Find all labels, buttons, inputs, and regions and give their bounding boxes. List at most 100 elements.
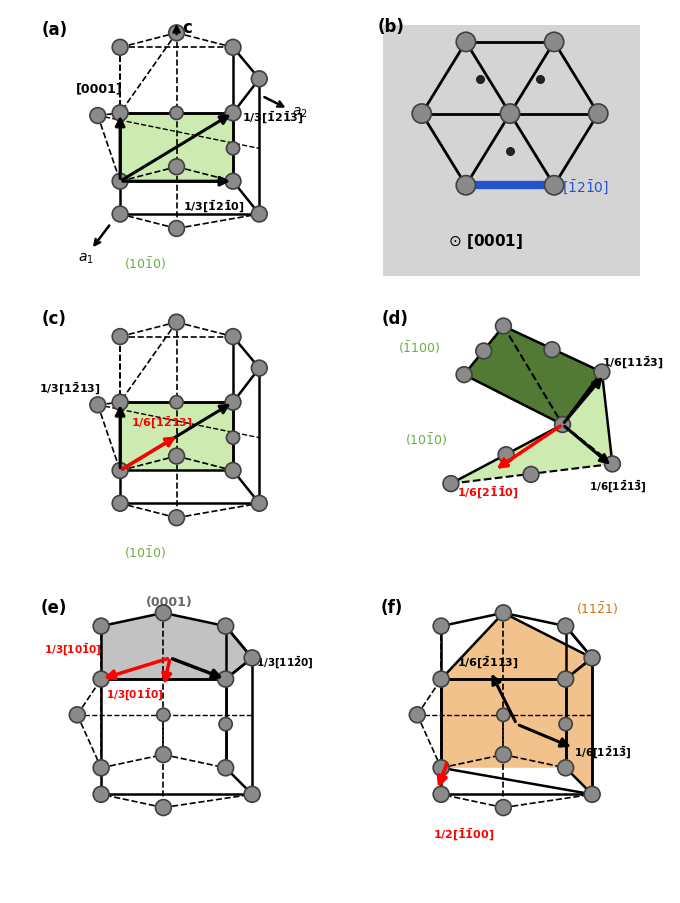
Text: (f): (f): [380, 599, 403, 617]
Circle shape: [156, 605, 171, 621]
Circle shape: [456, 368, 472, 383]
Polygon shape: [120, 114, 233, 182]
Text: $\mathbf{1/3[\bar{1}2\bar{1}3]}$: $\mathbf{1/3[\bar{1}2\bar{1}3]}$: [242, 109, 304, 126]
Text: $\mathbf{1/6[\bar{2}113]}$: $\mathbf{1/6[\bar{2}113]}$: [457, 654, 519, 670]
Circle shape: [156, 747, 171, 763]
Text: $(10\bar{1}0)$: $(10\bar{1}0)$: [405, 432, 447, 448]
Circle shape: [456, 176, 475, 196]
Circle shape: [433, 787, 449, 803]
Circle shape: [443, 476, 459, 492]
Circle shape: [605, 457, 620, 472]
Circle shape: [218, 760, 233, 776]
Circle shape: [226, 432, 239, 445]
Polygon shape: [464, 327, 602, 425]
Polygon shape: [101, 613, 252, 679]
Circle shape: [156, 800, 171, 815]
Text: (0001): (0001): [146, 595, 193, 609]
Text: $\mathbf{1/6[2\bar{1}\bar{1}0]}$: $\mathbf{1/6[2\bar{1}\bar{1}0]}$: [458, 484, 520, 500]
Circle shape: [112, 395, 128, 411]
Circle shape: [93, 787, 109, 803]
Text: $\odot$ [0001]: $\odot$ [0001]: [448, 232, 523, 251]
Text: c: c: [182, 19, 192, 37]
Circle shape: [496, 800, 511, 815]
Circle shape: [496, 319, 511, 335]
Text: $\mathbf{1/6[1\bar{2}1\bar{3}]}$: $\mathbf{1/6[1\bar{2}1\bar{3}]}$: [573, 744, 631, 760]
Text: $\mathbf{1/6[1\bar{2}13]}$: $\mathbf{1/6[1\bar{2}13]}$: [131, 414, 192, 431]
Circle shape: [112, 330, 128, 345]
Circle shape: [112, 41, 128, 56]
Circle shape: [90, 397, 105, 414]
Circle shape: [112, 463, 128, 479]
Circle shape: [544, 342, 560, 358]
Circle shape: [225, 463, 241, 479]
Text: $\mathbf{1/3[10\bar{1}0]}$: $\mathbf{1/3[10\bar{1}0]}$: [44, 641, 102, 657]
Circle shape: [169, 315, 184, 330]
Circle shape: [225, 395, 241, 411]
Circle shape: [498, 447, 514, 463]
Circle shape: [169, 510, 184, 526]
Circle shape: [523, 467, 539, 483]
Circle shape: [112, 106, 128, 122]
Text: $(\bar{1}100)$: $(\bar{1}100)$: [398, 340, 441, 356]
Circle shape: [169, 449, 184, 464]
Text: $\mathbf{1/6[1\bar{2}1\bar{3}]}$: $\mathbf{1/6[1\bar{2}1\bar{3}]}$: [589, 479, 647, 495]
Circle shape: [93, 672, 109, 687]
Circle shape: [226, 143, 239, 155]
Text: (c): (c): [41, 310, 66, 328]
Text: $(10\bar{1}0)$: $(10\bar{1}0)$: [124, 255, 167, 272]
Circle shape: [412, 105, 431, 124]
Circle shape: [112, 207, 128, 223]
Circle shape: [433, 619, 449, 634]
Text: $a_1$: $a_1$: [78, 251, 94, 265]
Text: $(11\bar{2}1)$: $(11\bar{2}1)$: [576, 600, 619, 616]
Circle shape: [496, 605, 511, 621]
Text: $\mathbf{1/6[11\bar{2}3]}$: $\mathbf{1/6[11\bar{2}3]}$: [602, 354, 664, 370]
Circle shape: [584, 787, 600, 803]
Text: $[\bar{1}2\bar{1}0]$: $[\bar{1}2\bar{1}0]$: [562, 179, 609, 197]
Circle shape: [170, 396, 183, 409]
Text: (b): (b): [377, 18, 405, 36]
Text: $(10\bar{1}0)$: $(10\bar{1}0)$: [124, 544, 167, 561]
Text: (d): (d): [381, 310, 408, 328]
Text: $\mathbf{1/3[1\bar{2}13]}$: $\mathbf{1/3[1\bar{2}13]}$: [39, 380, 101, 396]
Polygon shape: [441, 613, 592, 795]
Circle shape: [93, 619, 109, 634]
Circle shape: [218, 672, 233, 687]
Text: (e): (e): [40, 599, 67, 617]
Text: $\mathbf{1/2[\bar{1}\bar{1}00]}$: $\mathbf{1/2[\bar{1}\bar{1}00]}$: [433, 826, 494, 842]
Circle shape: [476, 344, 492, 359]
Circle shape: [225, 41, 241, 56]
Circle shape: [170, 107, 183, 120]
Circle shape: [456, 33, 475, 52]
Text: $\mathbf{1/3[11\bar{2}0]}$: $\mathbf{1/3[11\bar{2}0]}$: [256, 654, 313, 670]
Polygon shape: [120, 403, 233, 471]
Circle shape: [252, 361, 267, 377]
Text: $\mathbf{1/3[\bar{1}2\bar{1}0]}$: $\mathbf{1/3[\bar{1}2\bar{1}0]}$: [183, 199, 245, 215]
Polygon shape: [451, 373, 613, 484]
Circle shape: [169, 221, 184, 237]
Circle shape: [555, 417, 571, 433]
Text: $a_2$: $a_2$: [292, 106, 308, 120]
Circle shape: [433, 672, 449, 687]
Circle shape: [584, 650, 600, 666]
Circle shape: [252, 72, 267, 88]
Circle shape: [558, 619, 573, 634]
Circle shape: [545, 176, 564, 196]
Circle shape: [252, 496, 267, 512]
Circle shape: [559, 718, 573, 731]
Circle shape: [219, 718, 233, 731]
Circle shape: [252, 207, 267, 223]
Circle shape: [169, 26, 184, 42]
Circle shape: [558, 760, 573, 776]
Circle shape: [112, 496, 128, 512]
Circle shape: [244, 650, 260, 666]
Circle shape: [409, 707, 425, 723]
Text: [0001]: [0001]: [75, 83, 122, 96]
Text: (a): (a): [41, 21, 67, 39]
Circle shape: [169, 160, 184, 175]
Circle shape: [112, 174, 128, 190]
Text: $\mathbf{1/3[01\bar{1}0]}$: $\mathbf{1/3[01\bar{1}0]}$: [107, 686, 164, 703]
Circle shape: [244, 787, 260, 803]
Circle shape: [496, 747, 511, 763]
Circle shape: [90, 108, 105, 125]
